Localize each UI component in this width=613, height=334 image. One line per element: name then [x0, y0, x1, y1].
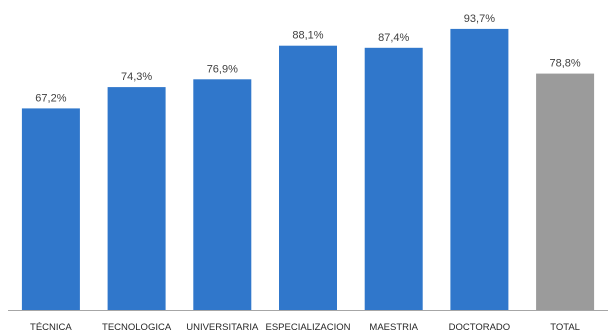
bar-especializacion	[279, 45, 337, 310]
category-labels-group: TÉCNICA TECNOLOGICA UNIVERSITARIA ESPECIALI…	[30, 322, 580, 333]
category-label-tecnologica: TECNOLOGICA	[102, 322, 172, 333]
bar-total	[536, 73, 595, 310]
value-label-doctorado: 93,7%	[464, 13, 495, 25]
value-label-tecnologica: 74,3%	[121, 71, 152, 83]
bar-maestria	[364, 47, 423, 311]
category-label-total: TOTAL	[550, 322, 580, 333]
category-label-maestria: MAESTRIA	[369, 322, 418, 333]
category-label-doctorado: DOCTORADO	[449, 322, 511, 333]
value-labels-group: 67,2% 74,3% 76,9% 88,1% 87,4% 93,7% 78,8%	[35, 13, 581, 105]
value-label-maestria: 87,4%	[378, 32, 409, 44]
bar-tecnologica	[107, 87, 166, 310]
category-label-especializacion: ESPECIALIZACION	[266, 322, 351, 333]
bar-técnica	[21, 108, 80, 311]
value-label-total: 78,8%	[549, 58, 580, 70]
bars-group	[21, 28, 595, 311]
bar-universitaria	[193, 79, 252, 310]
value-label-especializacion: 88,1%	[292, 30, 323, 42]
category-label-técnica: TÉCNICA	[30, 322, 72, 333]
value-label-universitaria: 76,9%	[207, 63, 238, 75]
category-label-universitaria: UNIVERSITARIA	[186, 322, 259, 333]
bar-doctorado	[450, 28, 509, 311]
value-label-técnica: 67,2%	[35, 92, 66, 104]
